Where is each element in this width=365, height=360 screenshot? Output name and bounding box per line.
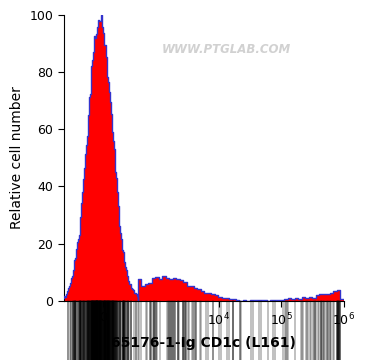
Text: WWW.PTGLAB.COM: WWW.PTGLAB.COM xyxy=(161,42,291,55)
Y-axis label: Relative cell number: Relative cell number xyxy=(10,86,24,229)
X-axis label: 65176-1-Ig CD1c (L161): 65176-1-Ig CD1c (L161) xyxy=(111,336,296,350)
